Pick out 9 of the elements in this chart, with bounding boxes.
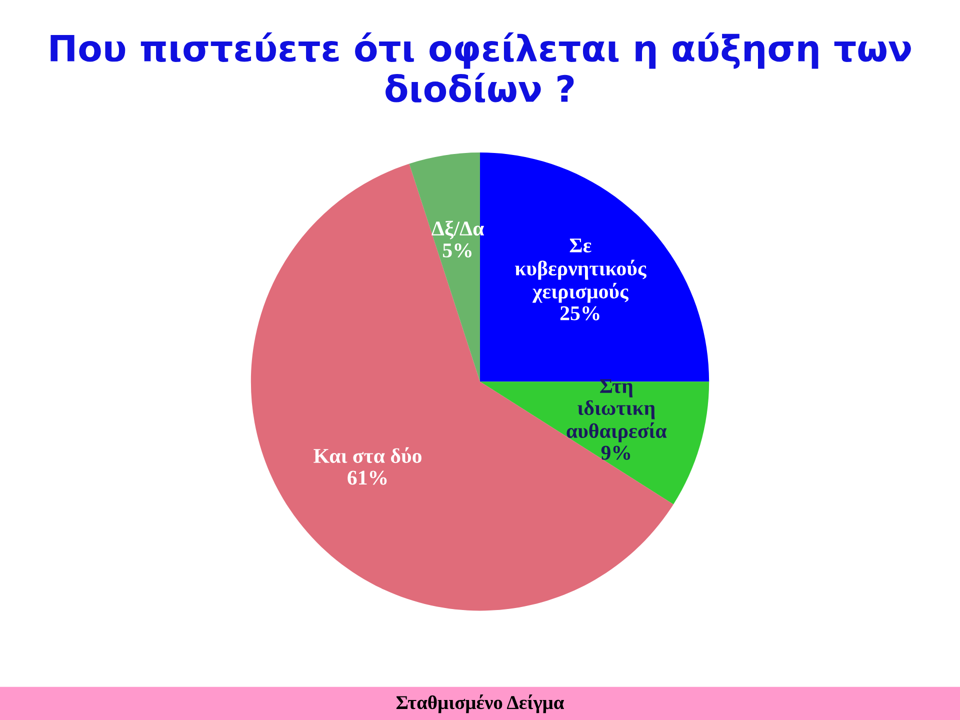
slice-label: Στη ιδιωτικη αυθαιρεσία <box>566 379 667 442</box>
slice-label: Σε κυβερνητικούς χειρισμούς <box>515 238 646 303</box>
chart-title: Που πιστεύετε ότι οφείλεται η αύξηση των διοδίων ? <box>50 32 911 102</box>
slice-label: Και στα δύο <box>314 447 422 464</box>
data-label: 61% <box>348 470 387 485</box>
data-label: 5% <box>442 243 472 258</box>
data-label: 9% <box>601 446 630 460</box>
data-label: 25% <box>560 306 600 320</box>
text: Σταθμισμένο Δείγμα <box>396 694 564 714</box>
